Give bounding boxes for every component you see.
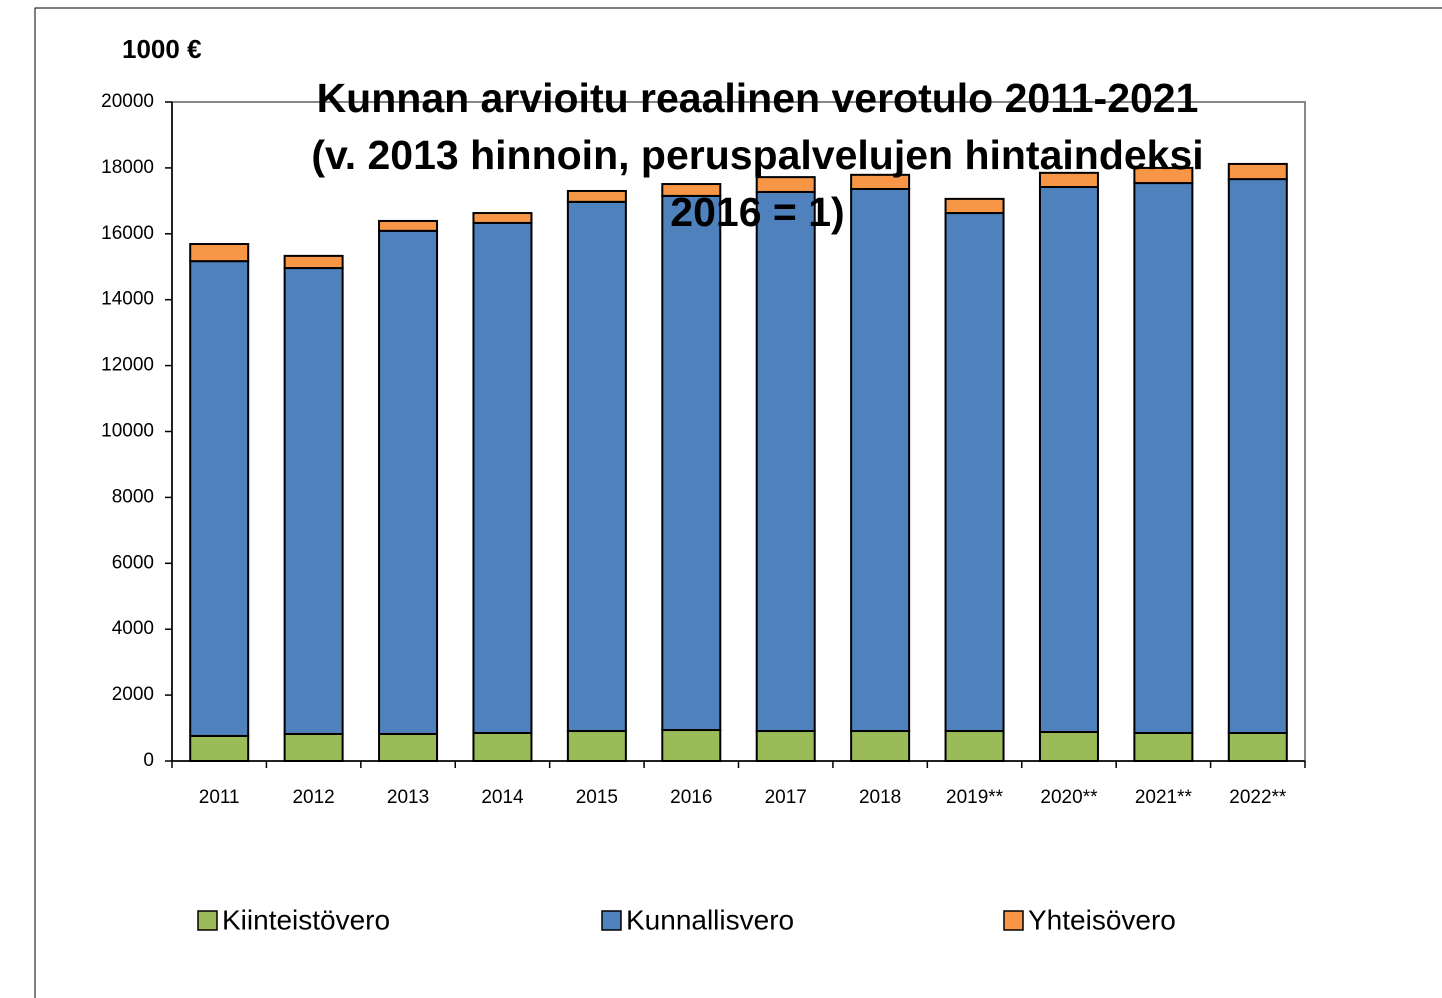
bar-segment	[944, 197, 1005, 215]
legend-label: Kunnallisvero	[626, 904, 794, 935]
chart-frame	[34, 7, 1442, 998]
bar-segment	[661, 194, 722, 732]
bar-segment	[1038, 731, 1099, 763]
x-tick-label: 2011	[199, 787, 240, 808]
legend-swatch	[1003, 910, 1024, 931]
bar-segment	[566, 189, 627, 203]
legend-label: Kiinteistövero	[222, 904, 390, 935]
y-tick-label: 12000	[101, 355, 154, 376]
bar-segment	[283, 254, 344, 270]
chart-title: Kunnan arvioitu reaalinen verotulo 2011-…	[311, 75, 1204, 235]
bar-segment	[944, 730, 1005, 763]
bar-segment	[755, 190, 816, 733]
legend-label: Yhteisövero	[1028, 904, 1176, 935]
bar-segment	[1133, 731, 1194, 762]
y-axis-label: 1000 €	[122, 34, 202, 64]
bar-segment	[378, 732, 439, 763]
y-tick-label: 20000	[101, 91, 154, 112]
bar-segment	[1038, 186, 1099, 734]
bar-segment	[661, 729, 722, 762]
bar-segment	[378, 219, 439, 232]
x-tick-label: 2018	[859, 787, 901, 808]
bar-segment	[378, 229, 439, 735]
bar-segment	[283, 267, 344, 735]
bar-segment	[566, 730, 627, 763]
y-tick-label: 10000	[101, 421, 154, 442]
bar-segment	[189, 734, 250, 763]
x-tick-label: 2014	[481, 787, 524, 808]
y-tick-label: 16000	[101, 223, 154, 244]
x-tick-label: 2016	[670, 787, 712, 808]
x-tick-label: 2022**	[1229, 787, 1287, 808]
legend-swatch	[197, 910, 218, 931]
bar-segment	[472, 221, 533, 734]
x-tick-label: 2013	[387, 787, 429, 808]
y-tick-label: 0	[143, 750, 154, 771]
x-tick-label: 2019**	[946, 787, 1004, 808]
y-tick-label: 8000	[112, 486, 154, 507]
bar-segment	[1038, 171, 1099, 189]
bar-segment	[755, 730, 816, 763]
y-tick-label: 14000	[101, 289, 154, 310]
x-tick-label: 2020**	[1040, 787, 1098, 808]
bar-segment	[1227, 178, 1288, 734]
bar-segment	[1133, 182, 1194, 734]
bar-segment	[661, 183, 722, 197]
bar-segment	[189, 260, 250, 737]
bar-segment	[1227, 731, 1288, 762]
bar-segment	[283, 732, 344, 763]
bar-segment	[472, 731, 533, 762]
x-tick-label: 2017	[765, 787, 807, 808]
x-tick-label: 2012	[292, 787, 334, 808]
bar-segment	[189, 243, 250, 263]
y-tick-label: 2000	[112, 684, 154, 705]
y-tick-label: 18000	[101, 157, 154, 178]
legend-swatch	[601, 910, 622, 931]
bar-segment	[755, 176, 816, 193]
y-tick-label: 6000	[112, 552, 154, 573]
bar-segment	[944, 212, 1005, 733]
bar-segment	[472, 212, 533, 224]
x-tick-label: 2015	[576, 787, 618, 808]
bar-segment	[1227, 162, 1288, 181]
bar-segment	[566, 200, 627, 733]
y-tick-label: 4000	[112, 618, 154, 639]
bar-segment	[850, 173, 911, 190]
bar-segment	[850, 730, 911, 763]
x-tick-label: 2021**	[1135, 787, 1193, 808]
bar-segment	[1133, 166, 1194, 185]
bar-segment	[850, 187, 911, 733]
